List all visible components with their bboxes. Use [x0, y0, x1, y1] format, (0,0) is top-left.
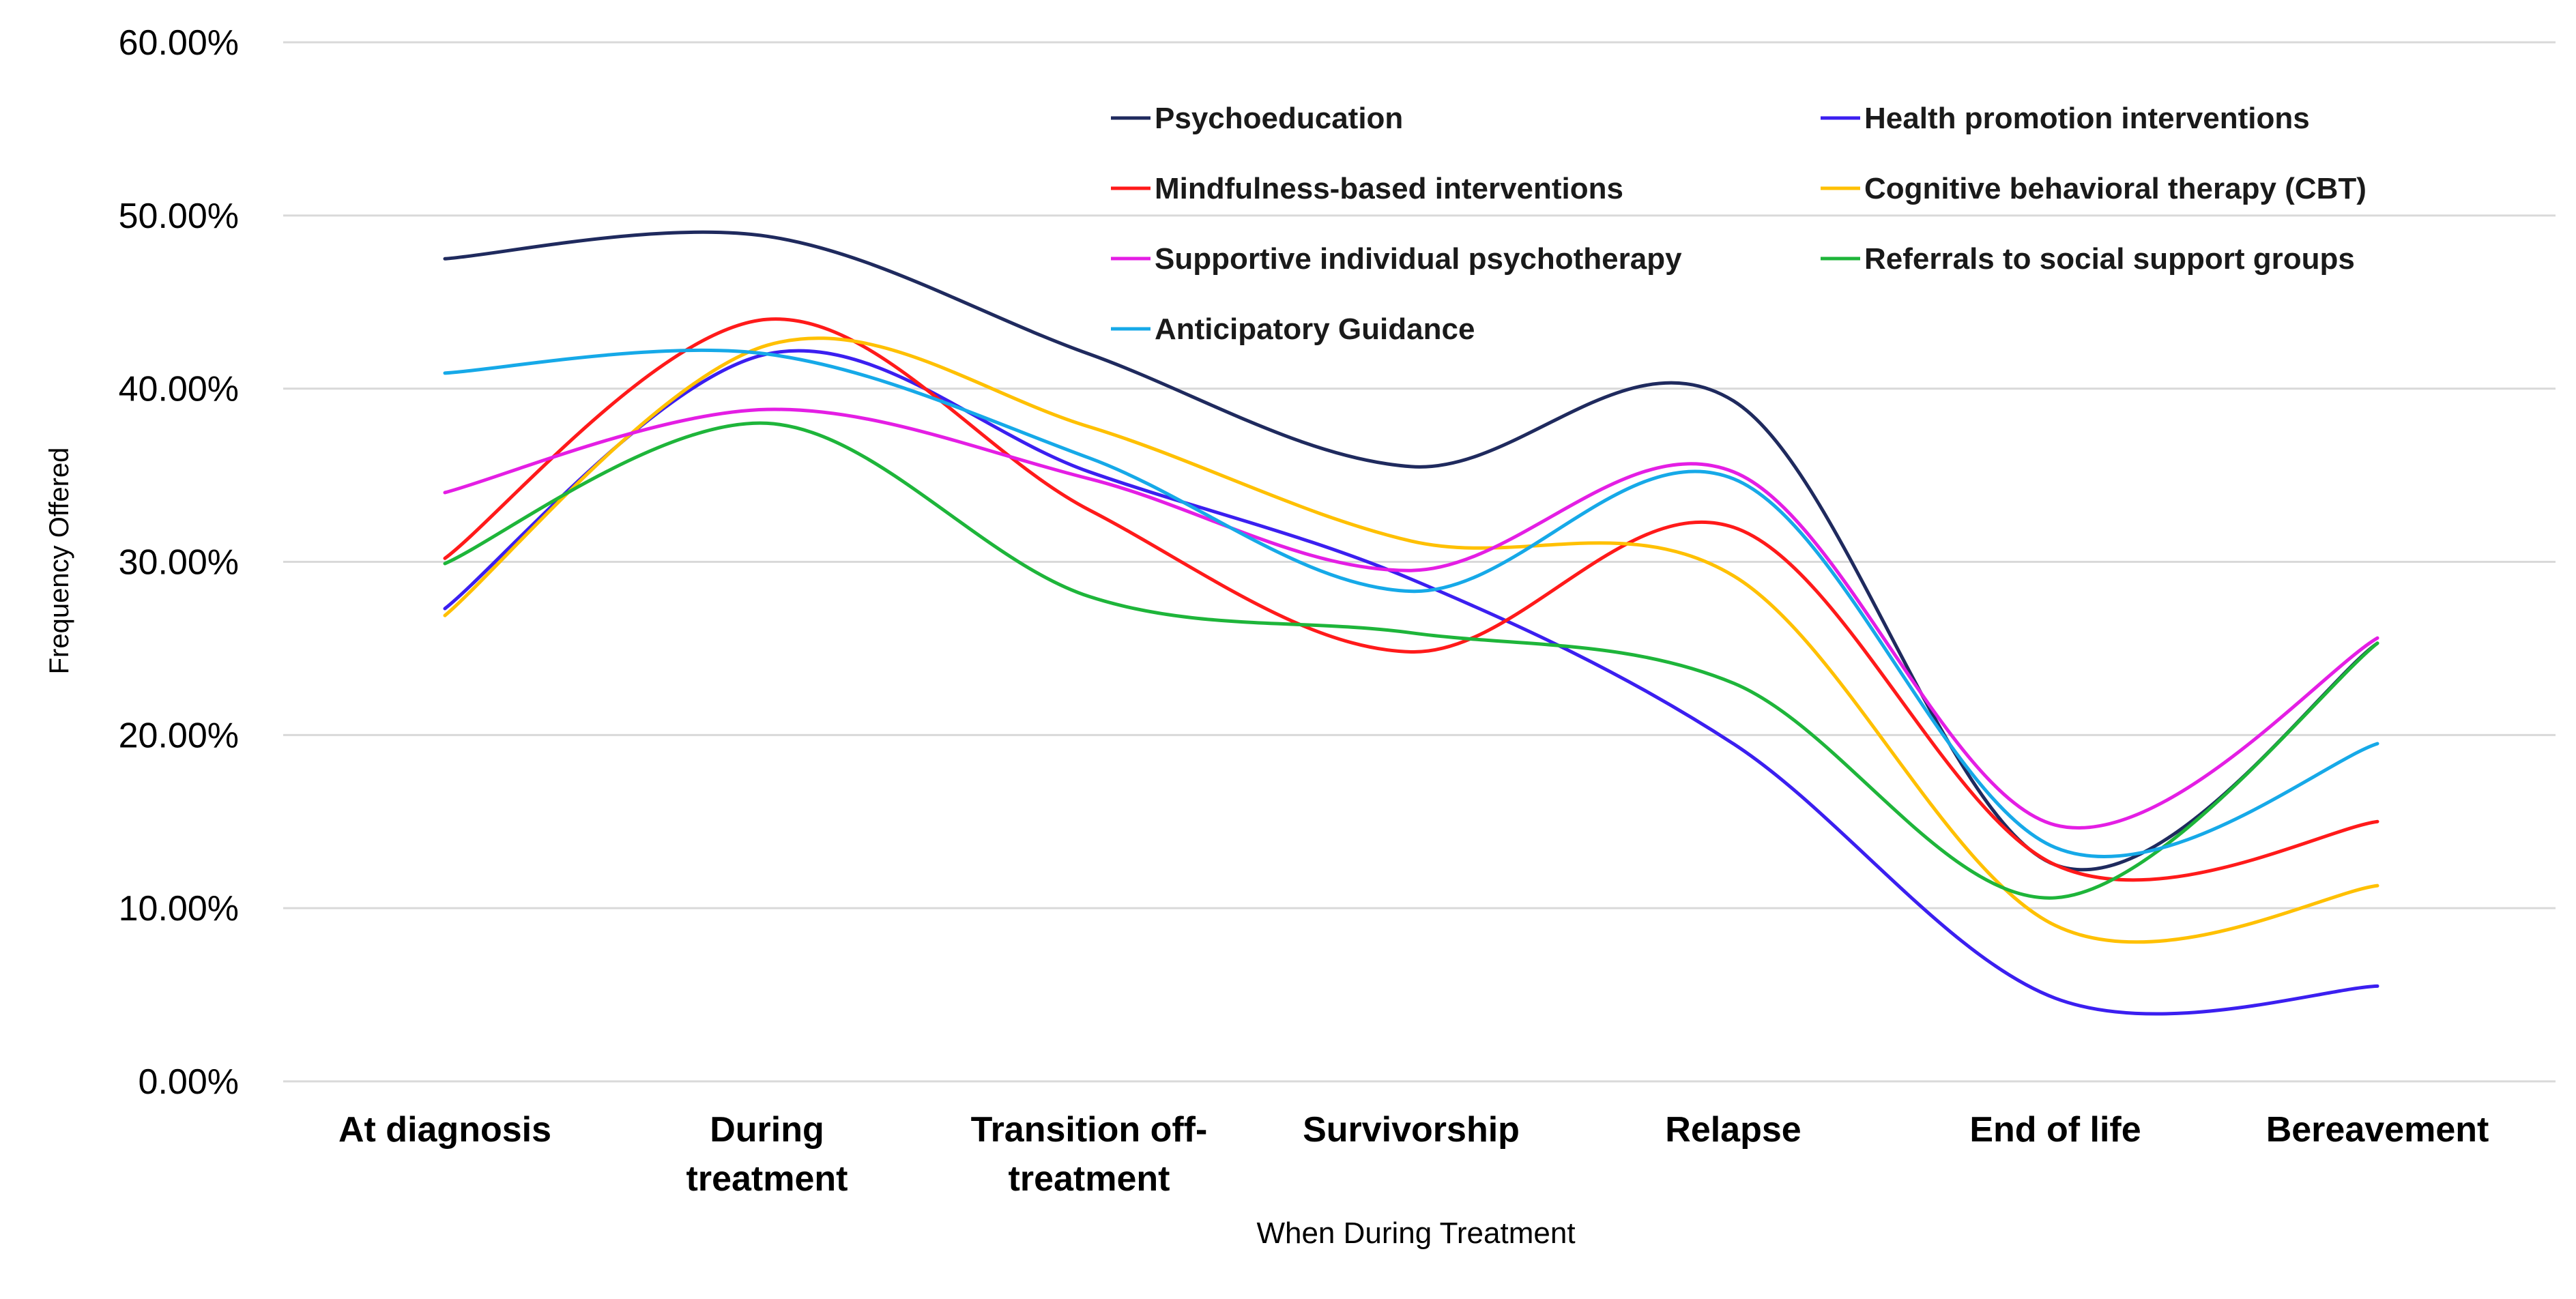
- x-tick-label: Relapse: [1665, 1110, 1801, 1150]
- legend-label-health-promotion-interventions: Health promotion interventions: [1864, 102, 2310, 135]
- x-tick-label: During: [710, 1110, 824, 1150]
- y-tick-label: 60.00%: [119, 23, 239, 63]
- x-tick-label: Survivorship: [1303, 1110, 1520, 1150]
- legend-label-psychoeducation: Psychoeducation: [1155, 102, 1403, 135]
- series-line-health-promotion-interventions: [443, 349, 2379, 1016]
- legend-label-cognitive-behavioral-therapy-cbt: Cognitive behavioral therapy (CBT): [1864, 172, 2367, 205]
- gridlines: [283, 41, 2556, 1083]
- x-axis-label: When During Treatment: [1256, 1216, 1575, 1250]
- series-line-supportive-individual-psychotherapy: [443, 407, 2379, 830]
- x-tick-label: treatment: [686, 1159, 848, 1199]
- legend-label-mindfulness-based-interventions: Mindfulness-based interventions: [1155, 172, 1623, 205]
- x-tick-label: End of life: [1969, 1110, 2141, 1150]
- series-line-referrals-to-social-support-groups: [443, 421, 2379, 900]
- x-tick-label: Bereavement: [2266, 1110, 2489, 1150]
- y-tick-label: 50.00%: [119, 196, 239, 236]
- series-line-anticipatory-guidance: [443, 348, 2379, 858]
- legend-label-anticipatory-guidance: Anticipatory Guidance: [1155, 312, 1475, 346]
- x-tick-label: At diagnosis: [338, 1110, 551, 1150]
- y-tick-label: 10.00%: [119, 889, 239, 929]
- legend: Psychoeducation Health promotion interven…: [1111, 102, 2367, 346]
- x-tick-label: treatment: [1009, 1159, 1170, 1199]
- series-line-mindfulness-based-interventions: [443, 317, 2379, 882]
- legend-label-referrals-to-social-support-groups: Referrals to social support groups: [1864, 242, 2355, 276]
- series-line-cognitive-behavioral-therapy-cbt: [443, 336, 2379, 944]
- x-tick-label: Transition off-: [971, 1110, 1208, 1150]
- legend-label-supportive-individual-psychotherapy: Supportive individual psychotherapy: [1155, 242, 1682, 276]
- x-axis-ticks: At diagnosis During treatment Transition of…: [338, 1110, 2489, 1199]
- y-tick-label: 30.00%: [119, 543, 239, 583]
- y-axis-label: Frequency Offered: [44, 448, 74, 675]
- series-lines: [443, 230, 2379, 1016]
- y-tick-label: 0.00%: [139, 1062, 239, 1102]
- y-tick-label: 40.00%: [119, 370, 239, 409]
- y-axis-ticks: 0.00% 10.00% 20.00% 30.00% 40.00% 50.00% 60.00…: [119, 23, 239, 1102]
- y-tick-label: 20.00%: [119, 716, 239, 755]
